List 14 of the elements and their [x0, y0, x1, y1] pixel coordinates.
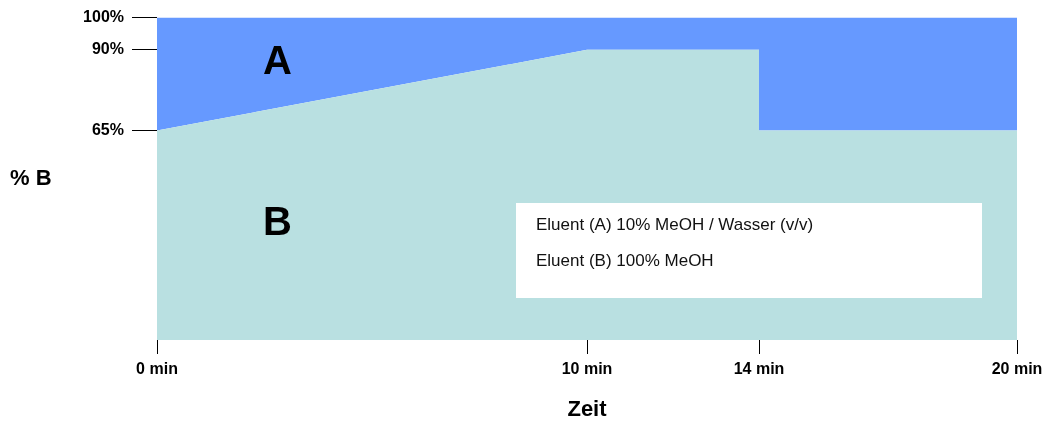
x-tick-label: 0 min [136, 360, 178, 378]
x-axis-title: Zeit [567, 395, 608, 421]
x-tick-label: 10 min [561, 360, 613, 378]
y-axis-title: % B [10, 164, 52, 190]
annotation: Eluent (B) 100% MeOH [536, 251, 715, 271]
x-tick-label: 20 min [991, 360, 1043, 378]
annotation: Eluent (A) 10% MeOH / Wasser (v/v) [536, 215, 815, 235]
y-tick-label: 100% [83, 8, 124, 26]
note-box: Eluent (A) 10% MeOH / Wasser (v/v) Eluent (B) 100% MeOH [516, 203, 982, 298]
y-tick-label: 90% [91, 40, 124, 58]
y-tick-label: 65% [91, 120, 124, 138]
x-tick-label: 14 min [733, 360, 785, 378]
series-label: A [262, 37, 292, 82]
series-label: B [262, 198, 292, 243]
